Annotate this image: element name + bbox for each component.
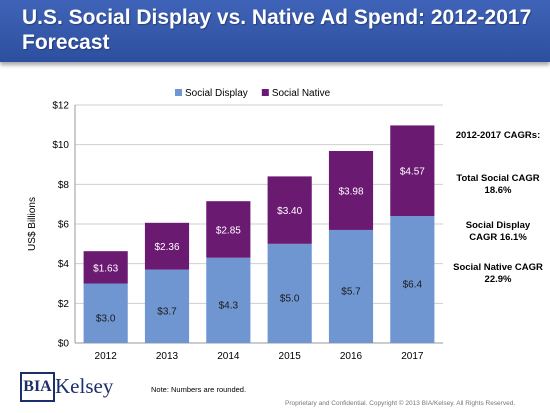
logo-bia-text: BIA [20, 372, 55, 402]
x-tick-label: 2017 [401, 351, 424, 362]
bar-social-display [267, 243, 312, 343]
y-tick-label: $8 [58, 180, 70, 191]
x-tick-label: 2016 [340, 351, 363, 362]
y-tick-label: $10 [52, 140, 69, 151]
bar-data-label: $3.98 [338, 186, 363, 197]
stacked-bar-chart: $0 $2 $4 $6 $8 $10 $12 US$ Billions $3.0 $1.63 201… [27, 88, 443, 362]
cagr-social-native: Social Native CAGR 22.9% [453, 262, 543, 285]
x-tick-label: 2015 [279, 351, 302, 362]
bar-data-label: $5.0 [280, 293, 300, 304]
bar-data-label: $4.57 [400, 167, 425, 178]
bar-data-label: $2.85 [216, 225, 241, 236]
legend-swatch [261, 89, 269, 96]
y-tick-label: $0 [58, 339, 70, 350]
bia-kelsey-logo: BIA Kelsey [20, 372, 120, 402]
y-tick-label: $4 [58, 259, 70, 270]
bar-social-native [144, 222, 190, 270]
bar-social-display [328, 229, 374, 343]
bar-social-display [390, 216, 435, 343]
bar-data-label: $3.40 [277, 206, 302, 217]
bar-data-label: $1.63 [93, 263, 118, 274]
y-tick-label: $12 [52, 101, 69, 112]
bar-data-label: $3.0 [96, 313, 116, 324]
x-tick-label: 2012 [95, 351, 118, 362]
bar-data-label: $3.7 [157, 306, 177, 317]
logo-kelsey-text: Kelsey [55, 374, 114, 398]
cagr-social-display: Social Display CAGR 16.1% [465, 220, 531, 243]
x-tick-label: 2013 [156, 351, 179, 362]
bar-social-display [144, 269, 190, 343]
cagr-heading: 2012-2017 CAGRs: [455, 130, 541, 141]
y-tick-label: $6 [58, 220, 70, 231]
cagr-total-social: Total Social CAGR 18.6% [456, 173, 540, 196]
page-title: U.S. Social Display vs. Native Ad Spend:… [22, 6, 532, 54]
rounding-note: Note: Numbers are rounded. [151, 385, 247, 394]
bar-social-display [206, 257, 251, 343]
legend-label: Social Display [185, 88, 248, 99]
bar-data-label: $5.7 [341, 286, 361, 297]
bar-data-label: $2.36 [154, 242, 179, 253]
bar-social-native [206, 201, 251, 258]
y-axis-label: US$ Billions [27, 197, 38, 251]
x-tick-label: 2014 [217, 351, 240, 362]
bar-social-display [83, 283, 128, 343]
bar-social-native [390, 125, 435, 217]
bar-social-native [83, 251, 128, 284]
bar-social-native [328, 151, 374, 230]
bar-data-label: $6.4 [403, 280, 423, 291]
legend-swatch [175, 89, 182, 96]
y-tick-label: $2 [58, 299, 70, 310]
bar-data-label: $4.3 [219, 300, 239, 311]
bar-social-native [267, 176, 312, 244]
legend-label: Social Native [272, 88, 331, 99]
copyright-footer: Proprietary and Confidential. Copyright … [285, 400, 516, 407]
title-bar: U.S. Social Display vs. Native Ad Spend:… [0, 0, 550, 62]
